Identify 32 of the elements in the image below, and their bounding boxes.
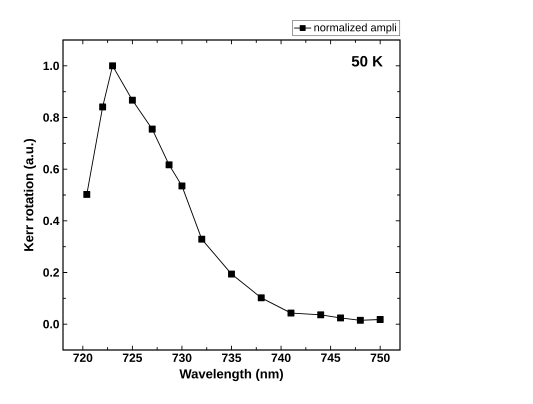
x-axis-title: Wavelength (nm) <box>179 368 283 382</box>
x-tick-label: 730 <box>172 354 192 362</box>
point <box>198 236 206 243</box>
x-tick-label: 735 <box>222 354 242 362</box>
x-tick-label: 750 <box>370 354 390 362</box>
point <box>166 161 173 168</box>
annotation: 50 K <box>352 56 383 67</box>
legend-label: normalized ampli <box>314 23 396 34</box>
point <box>288 310 294 316</box>
point <box>128 96 136 104</box>
point <box>109 62 116 70</box>
point <box>317 311 324 318</box>
point <box>258 294 265 302</box>
y-axis-title: Kerr rotation (a.u.) <box>24 138 36 251</box>
point <box>148 126 156 133</box>
point <box>99 103 106 110</box>
point <box>83 191 90 198</box>
point <box>376 316 384 323</box>
point <box>356 316 364 324</box>
point <box>228 270 235 278</box>
x-tick-label: 740 <box>272 354 291 362</box>
x-tick-label: 720 <box>73 354 92 362</box>
y-tick-label: 0.4 <box>43 216 60 226</box>
y-tick-label: 1.0 <box>44 62 59 70</box>
point <box>337 314 344 322</box>
point <box>178 182 186 190</box>
y-tick-label: 0.0 <box>43 320 59 328</box>
x-tick-label: 745 <box>321 354 340 362</box>
y-tick-label: 0.8 <box>43 113 60 122</box>
y-tick-label: 0.6 <box>43 164 60 174</box>
x-tick-label: 725 <box>122 354 142 362</box>
y-tick-label: 0.2 <box>43 268 59 277</box>
